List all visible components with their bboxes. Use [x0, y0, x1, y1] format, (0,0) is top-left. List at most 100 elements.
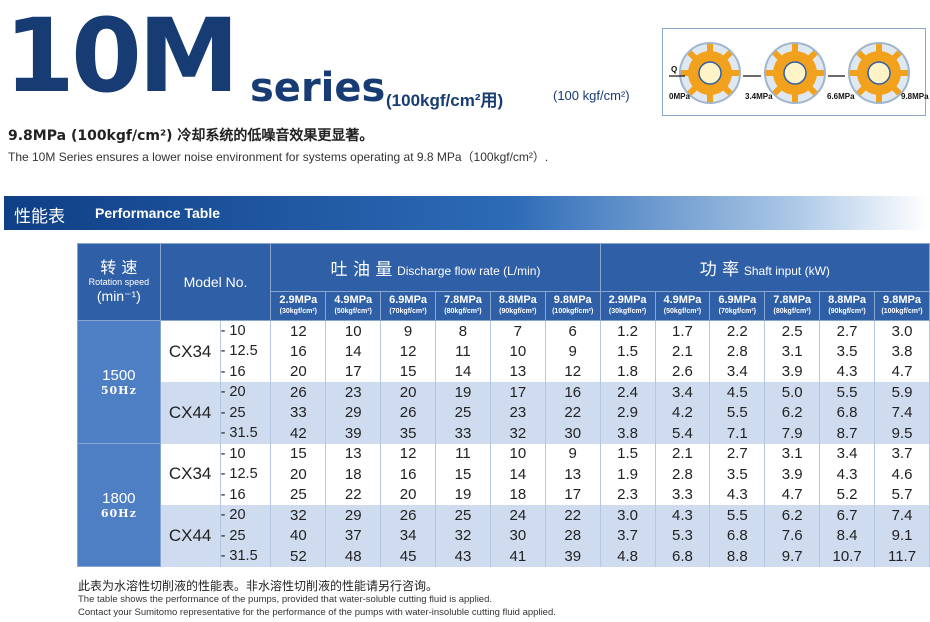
flow-value: 13	[325, 443, 382, 464]
rotation-speed-cell: 1500 50Hz	[77, 320, 161, 444]
performance-table: 转 速 Rotation speed (min⁻¹) Model No. 吐 油…	[77, 243, 930, 567]
power-value: 4.7	[874, 361, 930, 382]
power-pressure-header: 4.9MPa (50kgf/cm²)	[654, 291, 711, 321]
flow-value: 42	[270, 423, 327, 444]
flow-value: 32	[489, 423, 546, 444]
flow-value: 10	[489, 341, 546, 362]
flow-value: 32	[435, 525, 491, 546]
flow-value: 29	[325, 505, 382, 526]
flow-value: 22	[544, 505, 601, 526]
flow-pressure-header: 4.9MPa (50kgf/cm²)	[325, 291, 382, 321]
power-value: 3.1	[764, 443, 821, 464]
model-suffix: - 12.5	[219, 464, 272, 485]
power-value: 2.7	[709, 443, 766, 464]
table-row: - 31.5 42 39 35 33 32 30 3.8 5.4 7.1 7.9 8.7 9.5	[78, 423, 930, 444]
flow-value: 6	[544, 320, 601, 341]
power-value: 3.8	[874, 341, 930, 362]
flow-value: 20	[380, 484, 437, 505]
flow-value: 34	[380, 525, 437, 546]
flow-value: 15	[380, 361, 437, 382]
pressure-value: 8.8MPa	[498, 294, 537, 306]
pressure-unit: (70kgf/cm²)	[718, 308, 757, 315]
flow-value: 10	[325, 320, 382, 341]
power-value: 1.5	[599, 341, 656, 362]
flow-pressure-header: 2.9MPa (30kgf/cm²)	[270, 291, 327, 321]
model-suffix: - 16	[219, 361, 272, 382]
power-value: 4.5	[709, 382, 766, 403]
series-word: series	[250, 65, 386, 111]
section-title-en: Performance Table	[95, 205, 221, 221]
power-value: 3.4	[654, 382, 711, 403]
power-value: 9.7	[764, 546, 821, 567]
power-value: 9.5	[874, 423, 930, 444]
flow-value: 14	[325, 341, 382, 362]
model-name: CX44	[159, 505, 221, 567]
power-value: 2.8	[709, 341, 766, 362]
rotation-speed-unit: (min⁻¹)	[96, 288, 141, 304]
discharge-en: Discharge flow rate (L/min)	[397, 264, 541, 278]
flow-value: 8	[435, 320, 491, 341]
flow-value: 20	[270, 361, 327, 382]
power-value: 4.8	[599, 546, 656, 567]
pressure-value: 8.8MPa	[828, 294, 867, 306]
pressure-unit: (90kgf/cm²)	[828, 308, 866, 315]
power-value: 8.8	[709, 546, 766, 567]
power-value: 1.8	[599, 361, 656, 382]
flow-value: 41	[489, 546, 546, 567]
power-value: 4.3	[819, 361, 876, 382]
pump-gear-icon	[679, 42, 741, 104]
pressure-unit: (100kgf/cm²)	[552, 308, 594, 315]
pressure-label: 3.4MPa	[745, 92, 773, 101]
discharge-cn: 吐 油 量	[330, 260, 393, 280]
power-value: 1.9	[599, 464, 656, 485]
model-suffix: - 31.5	[219, 546, 272, 567]
flow-value: 26	[380, 402, 437, 423]
model-name: CX34	[159, 443, 221, 505]
pressure-label: 9.8MPa	[901, 92, 929, 101]
power-value: 6.8	[709, 525, 766, 546]
flow-value: 18	[325, 464, 382, 485]
flow-value: 17	[325, 361, 382, 382]
table-row: - 31.5 52 48 45 43 41 39 4.8 6.8 8.8 9.7 10.7 11.7	[78, 546, 930, 567]
model-suffix: - 31.5	[219, 423, 272, 444]
table-row: - 25 33 29 26 25 23 22 2.9 4.2 5.5 6.2 6.8 7.4	[78, 402, 930, 423]
model-name: CX34	[159, 320, 221, 382]
power-en: Shaft input (kW)	[743, 264, 830, 278]
rpm-value: 1500	[102, 367, 136, 384]
frequency-value: 50Hz	[100, 384, 137, 397]
flow-value: 12	[270, 320, 327, 341]
flow-value: 52	[270, 546, 327, 567]
power-value: 3.8	[599, 423, 656, 444]
power-value: 7.4	[874, 505, 930, 526]
flow-value: 35	[380, 423, 437, 444]
discharge-header: 吐 油 量 Discharge flow rate (L/min)	[270, 243, 601, 292]
flow-value: 12	[380, 341, 437, 362]
power-value: 2.1	[654, 443, 711, 464]
power-value: 6.2	[764, 505, 821, 526]
model-suffix: - 25	[219, 402, 272, 423]
pressure-unit: (70kgf/cm²)	[389, 308, 427, 315]
flow-value: 11	[435, 341, 491, 362]
pump-gear-icon	[764, 42, 826, 104]
description-en: The 10M Series ensures a lower noise env…	[8, 150, 549, 164]
note-en-2: Contact your Sumitomo representative for…	[78, 607, 556, 618]
power-value: 3.4	[709, 361, 766, 382]
power-value: 4.7	[764, 484, 821, 505]
model-suffix: - 25	[219, 525, 272, 546]
flow-value: 14	[489, 464, 546, 485]
power-value: 10.7	[819, 546, 876, 567]
flow-value: 9	[544, 443, 601, 464]
section-header-band: 性能表 Performance Table	[4, 196, 928, 230]
power-value: 6.2	[764, 402, 821, 423]
flow-value: 26	[380, 505, 437, 526]
power-value: 3.7	[874, 443, 930, 464]
flow-value: 12	[544, 361, 601, 382]
description-cn: 9.8MPa (100kgf/cm²) 冷却系统的低噪音效果更显著。	[8, 128, 374, 144]
flow-value: 23	[325, 382, 382, 403]
pressure-unit: (30kgf/cm²)	[608, 308, 647, 315]
flow-value: 43	[435, 546, 491, 567]
pressure-unit: (50kgf/cm²)	[663, 308, 702, 315]
frequency-value: 60Hz	[100, 507, 137, 520]
q-label: Q	[671, 65, 678, 74]
power-pressure-header: 6.9MPa (70kgf/cm²)	[709, 291, 766, 321]
